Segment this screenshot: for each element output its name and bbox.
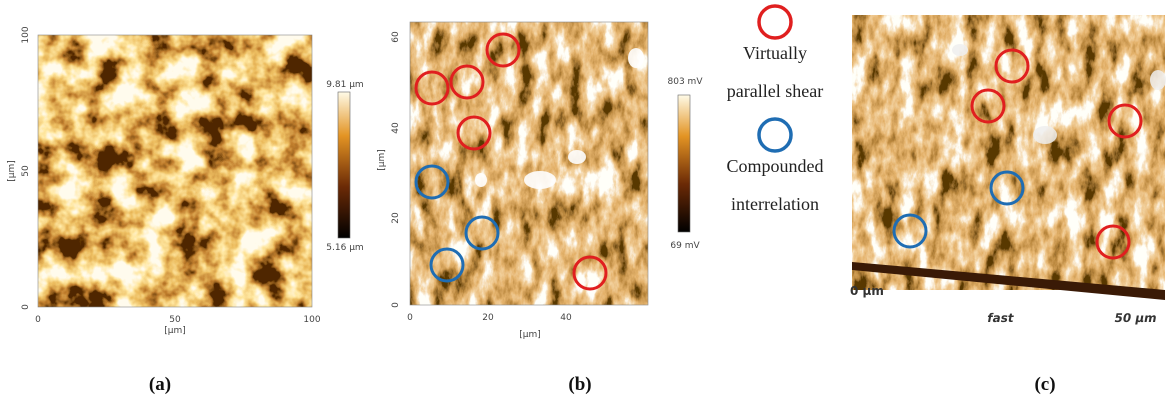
x-tick-label: 20 (482, 313, 494, 323)
annotation-circle (989, 170, 1025, 206)
annotation-circle (994, 48, 1030, 84)
annotation-circle (572, 255, 608, 291)
panel-caption: (c) (1034, 374, 1055, 395)
surface-axis-label: fast (986, 311, 1015, 325)
annotation-circle (892, 213, 928, 249)
legend-label: parallel shear (727, 81, 823, 101)
afm-3d-surface (852, 15, 1165, 290)
y-tick-label: 20 (391, 212, 401, 224)
x-tick-label: 0 (407, 313, 413, 323)
y-tick-label: 100 (21, 26, 31, 43)
legend-marker (757, 117, 793, 153)
frame-a (37, 34, 313, 308)
colorbar-max: 803 mV (668, 77, 704, 87)
legend-label: Compounded (727, 156, 824, 176)
annotation-circle (1095, 224, 1131, 260)
bright-features (475, 48, 644, 189)
y-tick-label: 50 (21, 165, 31, 177)
annotation-circle (414, 70, 450, 106)
x-tick-label: 40 (560, 313, 572, 323)
annotation-circle (1107, 103, 1143, 139)
surface-axis-label: 0 µm (850, 284, 884, 298)
y-tick-label: 0 (391, 302, 401, 308)
x-tick-label: 0 (35, 315, 41, 325)
colorbar-b (677, 94, 691, 233)
y-axis-label: [µm] (377, 149, 387, 171)
colorbar-min: 5.16 µm (326, 243, 363, 253)
y-axis-label: [µm] (7, 160, 17, 182)
y-tick-label: 40 (391, 122, 401, 134)
y-tick-label: 60 (391, 31, 401, 43)
colorbar-a (337, 91, 351, 239)
surface-edge (852, 262, 1165, 300)
annotation-circle (970, 88, 1006, 124)
surface-axis-label: 50 µm (1113, 311, 1158, 325)
y-tick-label: 0 (21, 304, 31, 310)
colorbar-min: 69 mV (670, 241, 700, 251)
x-tick-label: 100 (303, 315, 320, 325)
legend-label: Virtually (743, 43, 807, 63)
x-tick-label: 50 (169, 315, 181, 325)
x-axis-label: [µm] (519, 330, 541, 340)
annotation-circle (429, 247, 465, 283)
annotation-circle (456, 115, 492, 151)
annotation-circle (464, 215, 500, 251)
colorbar-max: 9.81 µm (326, 80, 363, 90)
annotation-circle (414, 164, 450, 200)
afm-image-b (410, 22, 648, 305)
legend-marker (757, 4, 793, 40)
panel-caption: (a) (149, 374, 171, 395)
afm-image-a (38, 35, 312, 307)
panel-caption: (b) (568, 374, 591, 395)
peaks (952, 44, 1166, 144)
legend-label: interrelation (731, 194, 819, 214)
x-axis-label: [µm] (164, 326, 186, 336)
frame-b (409, 21, 649, 306)
annotation-circle (485, 32, 521, 68)
annotation-circle (449, 64, 485, 100)
